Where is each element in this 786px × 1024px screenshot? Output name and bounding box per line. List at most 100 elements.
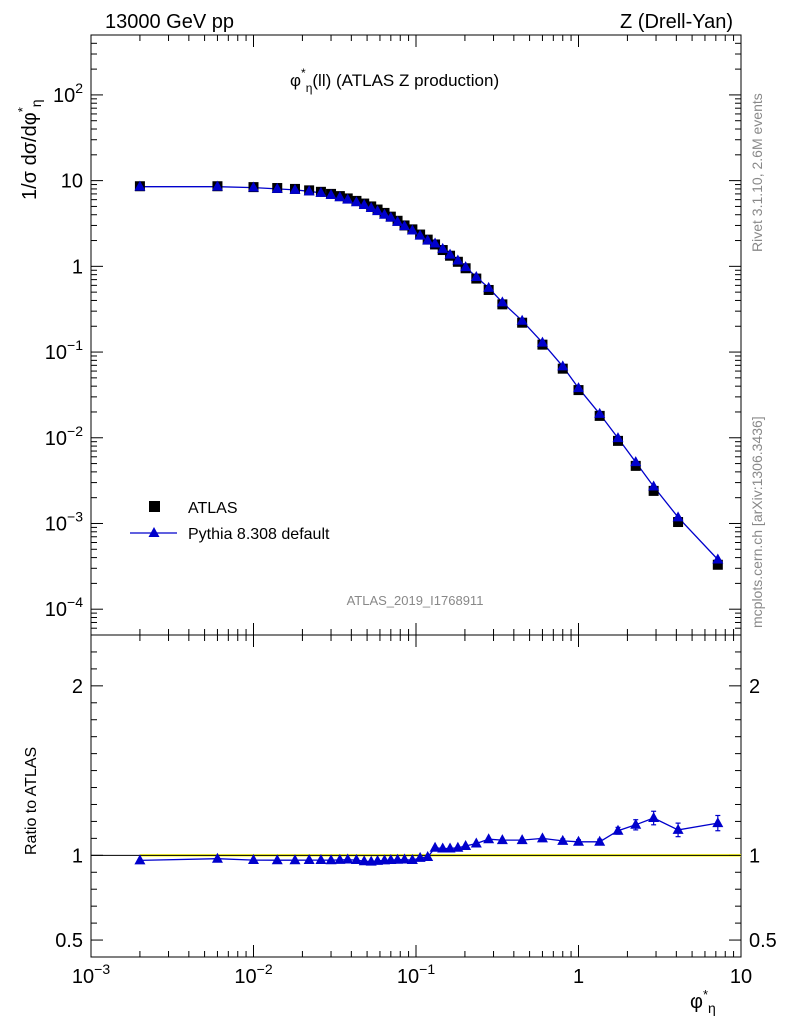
pythia-point xyxy=(303,185,315,196)
pythia-point xyxy=(372,205,384,216)
pythia-point xyxy=(134,180,146,191)
ratio-tick-label-right: 2 xyxy=(749,676,760,698)
pythia-point xyxy=(392,215,404,226)
ratio-point xyxy=(444,842,456,853)
ratio-point xyxy=(334,853,346,864)
pythia-point xyxy=(452,254,464,265)
y-tick-label: 10−4 xyxy=(45,594,83,621)
ratio-point xyxy=(516,834,528,845)
ratio-point xyxy=(630,818,642,829)
ratio-point xyxy=(350,854,362,865)
ratio-frame xyxy=(90,634,742,958)
ratio-point xyxy=(612,824,624,835)
pythia-point xyxy=(399,220,411,231)
pythia-point xyxy=(365,201,377,212)
pythia-point xyxy=(557,360,569,371)
ratio-point xyxy=(496,834,508,845)
pythia-point xyxy=(429,237,441,248)
ratio-point xyxy=(470,837,482,848)
pythia-point xyxy=(712,553,724,564)
pythia-point xyxy=(379,208,391,219)
ratio-point xyxy=(358,855,370,866)
main-frame xyxy=(90,34,742,636)
ratio-point xyxy=(289,854,301,865)
y-tick-label: 10−2 xyxy=(45,423,83,450)
ratio-point xyxy=(211,852,223,863)
pythia-point xyxy=(248,181,259,192)
ratio-point xyxy=(134,854,146,865)
pythia-point xyxy=(315,186,327,197)
legend-atlas-marker xyxy=(149,501,160,512)
x-tick-label: 1 xyxy=(573,966,584,988)
ratio-point xyxy=(315,854,327,865)
ratio-point xyxy=(392,853,404,864)
pythia-point xyxy=(470,271,482,282)
x-tick-label: 10 xyxy=(730,966,752,988)
pythia-point xyxy=(536,336,548,347)
ratio-point xyxy=(594,835,606,846)
pythia-point xyxy=(630,456,642,467)
pythia-point xyxy=(648,480,660,491)
ratio-point xyxy=(422,851,434,862)
ratio-point xyxy=(325,854,337,865)
ratio-point xyxy=(429,841,441,852)
legend-pythia-label: Pythia 8.308 default xyxy=(188,526,330,543)
pythia-point xyxy=(672,511,684,522)
plot-title: φ*η(ll) (ATLAS Z production) xyxy=(290,66,499,95)
ratio-tick-label-right: 0.5 xyxy=(749,930,777,952)
y-axis-label-ratio: Ratio to ATLAS xyxy=(23,747,40,855)
pythia-point xyxy=(496,296,508,307)
y-axis-label-main: 1/σ dσ/dφ*η xyxy=(15,99,44,200)
ratio-point xyxy=(483,833,495,844)
y-tick-label: 10 xyxy=(61,171,83,193)
pythia-point xyxy=(594,407,606,418)
y-tick-label: 10−1 xyxy=(45,337,83,364)
y-tick-label: 1 xyxy=(72,256,83,278)
energy-label: 13000 GeV pp xyxy=(105,11,234,33)
y-tick-label: 10−3 xyxy=(45,508,83,535)
pythia-point xyxy=(483,281,495,292)
ratio-point xyxy=(672,823,684,834)
legend: ATLAS Pythia 8.308 default xyxy=(130,500,330,543)
ratio-point xyxy=(414,851,426,862)
rivet-version-label: Rivet 3.1.10, 2.6M events xyxy=(749,93,765,252)
y-tick-label: 102 xyxy=(53,80,83,107)
mcplots-reference-label: mcplots.cern.ch [arXiv:1306.3436] xyxy=(749,416,765,628)
ratio-point xyxy=(342,853,354,864)
pythia-point xyxy=(211,180,223,191)
ratio-tick-label-left: 0.5 xyxy=(55,930,83,952)
ratio-panel: 0.5 0.5 1 1 2 2 xyxy=(55,634,777,958)
pythia-point xyxy=(437,242,449,253)
atlas-point xyxy=(648,485,659,496)
x-tick-label: 10−3 xyxy=(72,961,110,988)
pythia-point xyxy=(271,182,283,193)
ratio-point xyxy=(573,835,584,846)
pythia-point xyxy=(334,191,346,202)
ratio-point xyxy=(303,854,315,865)
x-tick-label: 10−1 xyxy=(397,961,435,988)
ratio-point xyxy=(248,854,259,865)
pythia-point xyxy=(385,211,397,222)
ratio-point xyxy=(271,854,283,865)
legend-atlas-label: ATLAS xyxy=(188,500,238,517)
pythia-point xyxy=(414,229,426,240)
atlas-point xyxy=(712,559,723,570)
main-panel: 10−4 10−3 10−2 10−1 1 10 102 ATLAS Pythia 8.308 … xyxy=(45,34,742,636)
legend-pythia-marker xyxy=(148,527,160,537)
pythia-point xyxy=(516,314,528,325)
atlas-point xyxy=(673,517,684,528)
ratio-point xyxy=(648,812,660,823)
pythia-point xyxy=(444,248,456,259)
pythia-point xyxy=(460,261,472,272)
pythia-point xyxy=(289,183,301,194)
analysis-watermark: ATLAS_2019_I1768911 xyxy=(347,593,484,608)
ratio-point xyxy=(437,842,449,853)
pythia-point xyxy=(342,193,354,204)
ratio-point xyxy=(557,834,569,845)
ratio-point xyxy=(536,832,548,843)
ratio-point xyxy=(399,853,411,864)
ratio-tick-label-right: 1 xyxy=(749,845,760,867)
pythia-point xyxy=(573,382,584,393)
x-axis-label: φ*η xyxy=(690,987,716,1016)
